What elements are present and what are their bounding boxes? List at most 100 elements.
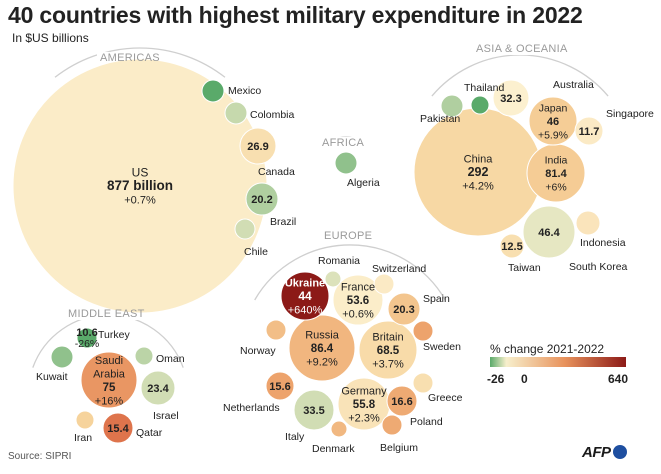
source-note: Source: SIPRI <box>8 451 72 462</box>
region-label-asia-and-oceania: ASIA & OCEANIA <box>476 43 568 55</box>
region-arcs <box>32 43 609 368</box>
bubble-val-china: 292 <box>468 165 489 179</box>
bubble-chg-saudi-arabia: +16% <box>95 395 124 407</box>
bubble-val-poland: 16.6 <box>391 396 412 408</box>
afp-logo-dot <box>612 445 627 459</box>
bubble-val-turkey: 10.6 <box>76 327 97 339</box>
region-label-gap <box>473 43 571 55</box>
country-label-turkey: Turkey <box>98 329 130 341</box>
bubble-russia <box>288 314 356 382</box>
bubble-name-germany: Germany <box>341 386 387 398</box>
legend-title: % change 2021-2022 <box>490 342 604 356</box>
bubble-kuwait <box>50 345 74 369</box>
bubble-sweden <box>412 320 434 342</box>
bubble-algeria <box>334 151 358 175</box>
region-arc-europe <box>254 244 446 301</box>
bubble-val-australia: 32.3 <box>500 93 521 105</box>
bubble-italy <box>293 389 335 431</box>
bubble-val-netherlands: 15.6 <box>269 381 290 393</box>
country-label-singapore: Singapore <box>606 108 654 120</box>
country-label-iran: Iran <box>74 432 92 444</box>
bubble-val-united-kingdom: 68.5 <box>377 345 400 357</box>
bubble-name-saudi-arabia: Arabia <box>93 368 126 380</box>
bubble-chg-united-kingdom: +3.7% <box>372 359 404 371</box>
country-label-sweden: Sweden <box>423 341 461 353</box>
bubble-chg-us: +0.7% <box>124 195 156 207</box>
bubble-name-ukraine: Ukraine <box>285 278 325 290</box>
bubble-name-japan: Japan <box>539 103 568 115</box>
country-label-romania: Romania <box>318 255 360 267</box>
country-label-greece: Greece <box>428 392 463 404</box>
bubble-val-spain: 20.3 <box>393 304 414 316</box>
afp-logo: AFP <box>582 444 627 461</box>
bubble-australia <box>492 79 530 117</box>
country-label-kuwait: Kuwait <box>36 371 68 383</box>
region-label-europe: EUROPE <box>324 230 372 242</box>
region-label-gap <box>319 137 368 149</box>
legend-gradient-bar <box>490 357 626 367</box>
bubbles <box>12 58 604 444</box>
bubble-val-france: 53.6 <box>347 295 369 307</box>
legend-tick-zero: 0 <box>521 372 528 386</box>
bubble-name-us: US <box>132 166 149 180</box>
bubble-colombia <box>224 101 248 125</box>
country-label-canada: Canada <box>258 166 295 178</box>
bubble-brazil <box>245 182 279 216</box>
bubble-mexico <box>201 79 225 103</box>
bubble-iran <box>75 410 95 430</box>
country-label-belgium: Belgium <box>380 442 418 454</box>
bubble-thailand <box>440 94 464 118</box>
region-label-gap <box>321 230 376 242</box>
bubble-name-india: India <box>545 155 568 167</box>
country-label-indonesia: Indonesia <box>580 237 626 249</box>
country-label-brazil: Brazil <box>270 216 296 228</box>
bubble-pakistan <box>470 95 490 115</box>
country-label-thailand: Thailand <box>464 82 504 94</box>
bubble-val-singapore: 11.7 <box>579 126 600 138</box>
country-label-chile: Chile <box>244 246 268 258</box>
country-label-italy: Italy <box>285 431 305 443</box>
bubble-switzerland <box>373 273 395 295</box>
color-legend: % change 2021-2022 -26 0 640 <box>487 342 628 386</box>
bubble-poland <box>386 385 418 417</box>
country-label-south-korea: South Korea <box>569 261 628 273</box>
region-arc-americas <box>54 47 226 78</box>
bubble-val-south-korea: 46.4 <box>538 227 560 239</box>
country-label-australia: Australia <box>553 79 594 91</box>
bubble-taiwan <box>499 233 525 259</box>
country-label-switzerland: Switzerland <box>372 263 426 275</box>
bubble-name-russia: Russia <box>305 330 340 342</box>
country-label-colombia: Colombia <box>250 109 295 121</box>
bubble-oman <box>134 346 154 366</box>
bubble-chg-japan: +5.9% <box>538 130 568 142</box>
bubble-qatar <box>102 412 134 444</box>
bubble-val-us: 877 billion <box>107 178 173 193</box>
bubble-romania <box>324 270 342 288</box>
bubble-val-saudi-arabia: 75 <box>103 382 116 394</box>
bubble-chg-turkey: -26% <box>75 338 100 350</box>
country-label-poland: Poland <box>410 416 443 428</box>
country-label-oman: Oman <box>156 353 185 365</box>
country-label-taiwan: Taiwan <box>508 262 541 274</box>
legend-tick-min: -26 <box>487 372 505 386</box>
bubble-chile <box>234 218 256 240</box>
afp-logo-text: AFP <box>582 444 611 461</box>
bubble-france <box>332 274 384 326</box>
bubble-val-canada: 26.9 <box>247 141 268 153</box>
bubble-denmark <box>330 420 348 438</box>
bubble-val-italy: 33.5 <box>303 405 324 417</box>
bubble-south-korea <box>522 205 576 259</box>
bubble-val-germany: 55.8 <box>353 399 376 411</box>
region-label-africa: AFRICA <box>322 137 364 149</box>
bubble-canada <box>239 127 277 165</box>
region-label-middle-east: MIDDLE EAST <box>68 308 145 320</box>
bubble-united-kingdom <box>358 320 418 380</box>
bubble-chg-france: +0.6% <box>342 309 374 321</box>
region-arc-asia-and-oceania <box>431 54 609 97</box>
bubble-japan <box>528 96 578 146</box>
bubble-val-india: 81.4 <box>545 168 567 180</box>
bubble-spain <box>387 292 421 326</box>
country-label-israel: Israel <box>153 410 179 422</box>
